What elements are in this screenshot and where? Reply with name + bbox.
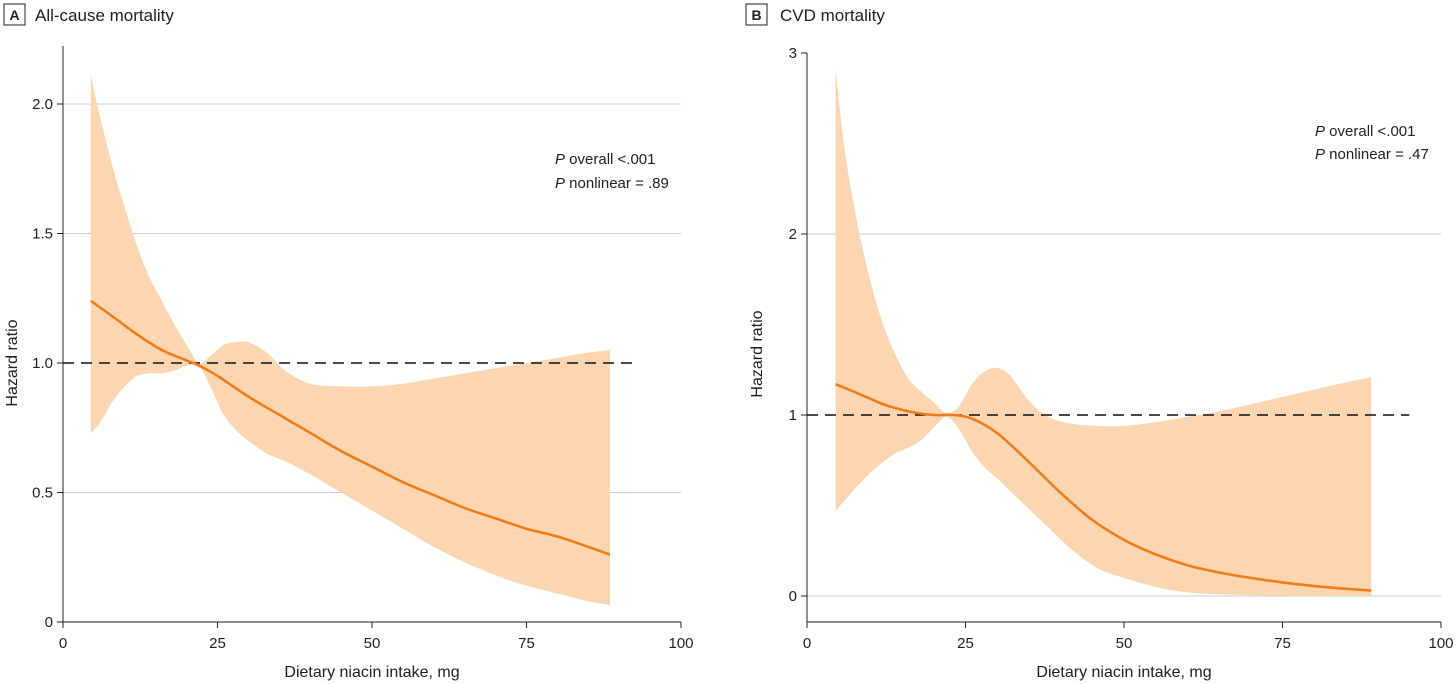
x-tick-label: 0 bbox=[59, 635, 67, 652]
p-value-annotation: P overall <.001 bbox=[555, 151, 656, 168]
x-tick-label: 50 bbox=[364, 635, 381, 652]
y-axis-title: Hazard ratio bbox=[4, 319, 21, 406]
panel-a-plot: 0 25 50 75 100 0 0.5 1.0 1.5 2.0 Dietary niacin in… bbox=[4, 46, 694, 681]
x-axis-title: Dietary niacin intake, mg bbox=[1036, 664, 1211, 681]
y-tick-label: 1.0 bbox=[32, 355, 53, 372]
hazard-ratio-line bbox=[835, 383, 1372, 592]
p-value-annotation: P nonlinear = .89 bbox=[555, 175, 669, 192]
y-tick-label: 0 bbox=[45, 614, 53, 631]
x-axis-title: Dietary niacin intake, mg bbox=[284, 664, 459, 681]
y-tick-label: 1 bbox=[789, 407, 797, 424]
ci-band bbox=[835, 69, 1372, 597]
panel-b-plot: 0 25 50 75 100 0 1 2 3 Dietary niacin intake, mg H… bbox=[749, 45, 1454, 681]
x-tick-label: 75 bbox=[1274, 635, 1291, 652]
panel-b-title: CVD mortality bbox=[780, 6, 885, 25]
panel-a-title: All-cause mortality bbox=[35, 6, 174, 25]
p-value-annotation: P nonlinear = .47 bbox=[1315, 146, 1429, 163]
y-axis-title: Hazard ratio bbox=[749, 310, 766, 397]
hazard-ratio-line bbox=[90, 299, 611, 556]
x-tick-label: 50 bbox=[1116, 635, 1133, 652]
x-tick-label: 0 bbox=[803, 635, 811, 652]
y-tick-label: 2.0 bbox=[32, 96, 53, 113]
y-tick-label: 3 bbox=[789, 45, 797, 62]
y-tick-label: 0 bbox=[789, 588, 797, 605]
x-tick-label: 25 bbox=[209, 635, 226, 652]
panel-a-letter-box bbox=[3, 3, 26, 26]
panel-b: B CVD mortality 0 25 50 75 100 0 1 2 3 Dietary ni… bbox=[745, 3, 1454, 681]
x-tick-label: 100 bbox=[1428, 635, 1453, 652]
panel-b-letter: B bbox=[751, 7, 761, 23]
x-tick-label: 25 bbox=[957, 635, 974, 652]
x-tick-label: 75 bbox=[518, 635, 535, 652]
panel-b-letter-box bbox=[745, 3, 768, 26]
p-value-annotation: P overall <.001 bbox=[1315, 123, 1416, 140]
panel-a-letter: A bbox=[9, 7, 19, 23]
x-tick-label: 100 bbox=[668, 635, 693, 652]
y-tick-label: 0.5 bbox=[32, 485, 53, 502]
y-tick-label: 2 bbox=[789, 226, 797, 243]
y-tick-label: 1.5 bbox=[32, 226, 53, 243]
panel-a: A All-cause mortality 0 25 50 75 100 0 0.5 1.0 1… bbox=[3, 3, 694, 681]
ci-band bbox=[90, 75, 610, 606]
